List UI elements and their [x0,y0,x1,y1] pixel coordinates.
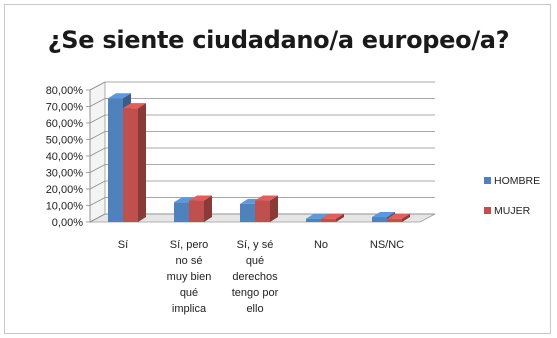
bar-top [123,103,146,109]
bar-mujer [255,195,278,222]
bar-top [189,195,212,201]
x-category-label-line: No [314,239,328,251]
bar-top [321,213,344,219]
bar-front [321,218,336,222]
bar-mujer [189,195,212,222]
bar-side [270,195,278,222]
bar-mujer [387,213,410,222]
x-category-label: Sí, pero no sé muy bien qué implica [167,239,212,315]
bar-front [372,217,387,222]
x-category-label-line: Sí, y sé [237,239,274,251]
bar-front [240,203,255,222]
x-category-label-line: derechos [232,271,278,283]
bar-front [123,108,138,222]
bar-front [306,218,321,222]
gridline [89,180,435,190]
bar-top [306,213,329,219]
bar-front [108,98,123,222]
y-tick-label: 30,00% [46,168,84,180]
x-category-label-line: qué [246,255,264,267]
bar-front [189,200,204,222]
y-tick-label: 60,00% [46,118,84,130]
bar-side [402,213,410,222]
gridline [89,147,435,157]
x-category-label: NS/NC [370,239,404,251]
legend-swatch-hombre [484,177,491,184]
x-category-label-line: Sí [118,239,128,251]
x-category-label-line: muy bien [167,271,212,283]
y-tick-label: 50,00% [46,135,84,147]
y-tick-label: 80,00% [46,85,84,97]
x-category-label: Sí [118,239,128,251]
bar-top [372,212,395,218]
y-tick-label: 0,00% [52,217,83,229]
legend-swatch-mujer [484,207,491,214]
bar-mujer [123,103,146,222]
gridline [89,164,435,173]
bar-mujer [321,213,344,222]
x-category-label-line: tengo por [232,287,279,299]
gridline [89,197,435,206]
x-category-label-line: NS/NC [370,239,404,251]
x-category-label-line: ello [246,303,263,315]
bar-top [387,213,410,219]
gridline [89,131,435,140]
bar-front [255,200,270,222]
legend-label-hombre: HOMBRE [494,175,540,187]
gridline [89,98,435,107]
bar-side [204,195,212,222]
x-category-label-line: implica [172,303,207,315]
x-category-label-line: no sé [176,255,203,267]
x-category-label: No [314,239,328,251]
y-tick-label: 70,00% [46,102,84,114]
x-category-label-line: qué [180,287,198,299]
gridline [89,114,435,124]
bar-top [108,93,131,99]
bar-front [174,202,189,222]
bar-top [255,195,278,201]
bar-front [387,218,402,222]
y-tick-label: 20,00% [46,184,84,196]
x-category-label: Sí, y sé qué derechos tengo por ello [232,239,279,315]
chart-title: ¿Se siente ciudadano/a europeo/a? [47,26,510,54]
bar-side [138,103,146,222]
y-tick-label: 10,00% [46,201,84,213]
bar-top [174,197,197,203]
gridline [89,81,435,91]
x-category-label-line: Sí, pero [170,239,209,251]
y-tick-label: 40,00% [46,151,84,163]
legend-label-mujer: MUJER [494,205,531,217]
bar-side [336,213,344,222]
